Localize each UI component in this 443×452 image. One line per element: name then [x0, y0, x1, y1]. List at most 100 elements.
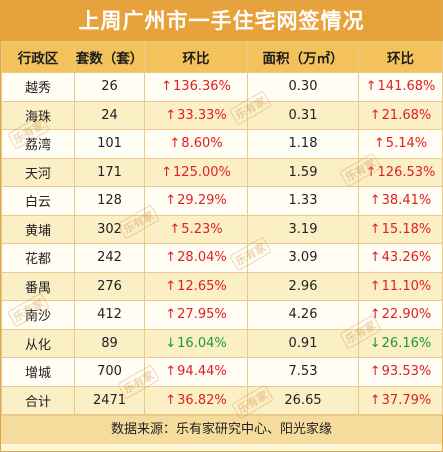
cell-district-text: 增城 [24, 366, 51, 382]
cell-district: 海珠 [1, 100, 75, 130]
cell-units-mom-text: 125.00% [173, 164, 231, 180]
cell-units-text: 276 [97, 278, 122, 294]
cell-units-mom: ↑5.23% [144, 214, 248, 244]
table-body: 越秀 26 ↑136.36% 0.30 ↑141.68% 海珠 24 ↑33.33% 0.31 ↑… [1, 72, 443, 415]
cell-district: 合计 [1, 385, 75, 415]
cell-units-mom-text: 94.44% [177, 364, 227, 380]
cell-area-text: 4.26 [288, 307, 318, 323]
cell-units: 89 [74, 328, 145, 358]
cell-area-mom: ↑21.68% [358, 100, 443, 130]
cell-area: 7.53 [247, 357, 359, 387]
cell-district: 白云 [1, 186, 75, 216]
cell-district-text: 南沙 [24, 309, 51, 325]
arrow-up-icon: ↑ [369, 107, 381, 123]
cell-area-text: 1.18 [288, 136, 318, 152]
cell-district: 花都 [1, 243, 75, 273]
cell-district: 番禺 [1, 271, 75, 301]
cell-units-mom-text: 5.23% [181, 221, 223, 237]
cell-area-mom-text: 43.26% [381, 250, 432, 266]
total-row: 合计 2471 ↑36.82% 26.65 ↑37.79% [1, 385, 443, 415]
arrow-up-icon: ↑ [369, 307, 381, 323]
cell-area-mom-text: 37.79% [381, 392, 432, 408]
arrow-down-icon: ↓ [369, 335, 381, 351]
cell-area-mom-text: 126.53% [377, 164, 436, 180]
table-row: 天河 171 ↑125.00% 1.59 ↑126.53% [1, 157, 443, 187]
arrow-up-icon: ↑ [161, 79, 173, 95]
cell-area-mom: ↑126.53% [358, 157, 443, 187]
page-title: 上周广州市一手住宅网签情况 [1, 1, 442, 41]
cell-area-mom: ↑15.18% [358, 214, 443, 244]
cell-area: 26.65 [247, 385, 359, 415]
table-row: 番禺 276 ↑12.65% 2.96 ↑11.10% [1, 271, 443, 301]
arrow-up-icon: ↑ [165, 250, 177, 266]
cell-units-mom: ↑33.33% [144, 100, 248, 130]
cell-area-mom: ↓26.16% [358, 328, 443, 358]
cell-area: 3.19 [247, 214, 359, 244]
cell-area-mom: ↑5.14% [358, 129, 443, 159]
col-header-district: 行政区 [1, 41, 75, 73]
cell-area-mom-text: 141.68% [377, 79, 436, 95]
cell-district: 荔湾 [1, 129, 75, 159]
cell-area-mom-text: 93.53% [381, 364, 432, 380]
cell-area-mom-text: 11.10% [381, 278, 432, 294]
cell-units-mom: ↑36.82% [144, 385, 248, 415]
cell-area-mom: ↑22.90% [358, 300, 443, 330]
cell-area-mom: ↑38.41% [358, 186, 443, 216]
arrow-up-icon: ↑ [165, 278, 177, 294]
arrow-up-icon: ↑ [369, 193, 381, 209]
housing-table: 行政区 套数（套） 环比 面积（万㎡） 环比 越秀 26 ↑136.36% 0.30 ↑… [1, 41, 443, 415]
cell-units: 412 [74, 300, 145, 330]
arrow-up-icon: ↑ [165, 392, 177, 408]
arrow-down-icon: ↓ [165, 335, 177, 351]
cell-units-mom: ↑28.04% [144, 243, 248, 273]
cell-district: 天河 [1, 157, 75, 187]
cell-area-text: 0.91 [288, 335, 318, 351]
cell-district-text: 白云 [24, 195, 51, 211]
cell-district: 从化 [1, 328, 75, 358]
cell-area-text: 7.53 [288, 364, 318, 380]
cell-area-text: 0.30 [288, 79, 318, 95]
cell-district: 越秀 [1, 72, 75, 102]
arrow-up-icon: ↑ [373, 136, 385, 152]
cell-area-mom-text: 15.18% [381, 221, 432, 237]
cell-units: 242 [74, 243, 145, 273]
cell-district-text: 合计 [24, 394, 51, 410]
cell-area-text: 0.31 [288, 107, 318, 123]
arrow-up-icon: ↑ [369, 221, 381, 237]
table-row: 越秀 26 ↑136.36% 0.30 ↑141.68% [1, 72, 443, 102]
cell-area-mom-text: 26.16% [381, 335, 432, 351]
table-header-row: 行政区 套数（套） 环比 面积（万㎡） 环比 [1, 41, 443, 73]
table-row: 增城 700 ↑94.44% 7.53 ↑93.53% [1, 357, 443, 387]
cell-units-text: 412 [97, 307, 122, 323]
arrow-up-icon: ↑ [369, 364, 381, 380]
cell-district-text: 黄埔 [24, 223, 51, 239]
cell-district-text: 越秀 [24, 81, 51, 97]
cell-units-mom-text: 16.04% [177, 335, 227, 351]
cell-units-mom-text: 28.04% [177, 250, 227, 266]
cell-district-text: 天河 [24, 166, 51, 182]
cell-units-mom: ↑94.44% [144, 357, 248, 387]
cell-units-mom: ↑125.00% [144, 157, 248, 187]
arrow-up-icon: ↑ [369, 250, 381, 266]
cell-units-text: 101 [97, 136, 122, 152]
cell-units-mom-text: 8.60% [181, 136, 223, 152]
table-row: 从化 89 ↓16.04% 0.91 ↓26.16% [1, 328, 443, 358]
cell-units-mom: ↑27.95% [144, 300, 248, 330]
cell-district: 南沙 [1, 300, 75, 330]
cell-district: 黄埔 [1, 214, 75, 244]
cell-area: 4.26 [247, 300, 359, 330]
table-row: 黄埔 302 ↑5.23% 3.19 ↑15.18% [1, 214, 443, 244]
cell-area-mom-text: 5.14% [385, 136, 428, 152]
cell-units-text: 89 [101, 335, 118, 351]
table-row: 南沙 412 ↑27.95% 4.26 ↑22.90% [1, 300, 443, 330]
cell-units-text: 302 [97, 221, 122, 237]
cell-area: 2.96 [247, 271, 359, 301]
arrow-up-icon: ↑ [365, 164, 377, 180]
cell-area-mom-text: 21.68% [381, 107, 432, 123]
cell-units-text: 700 [97, 364, 122, 380]
cell-units: 128 [74, 186, 145, 216]
cell-area: 3.09 [247, 243, 359, 273]
table-row: 白云 128 ↑29.29% 1.33 ↑38.41% [1, 186, 443, 216]
col-header-area: 面积（万㎡） [247, 41, 359, 73]
